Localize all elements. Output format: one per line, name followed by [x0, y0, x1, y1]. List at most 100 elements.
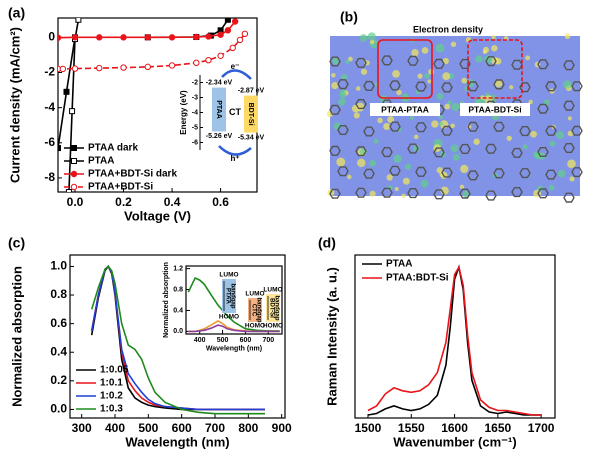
marker [59, 65, 67, 73]
panel-label: (d) [318, 235, 336, 251]
molecule-ring [433, 147, 445, 158]
legend-marker [71, 145, 77, 151]
marker [168, 34, 176, 41]
band-lumo: LUMO [245, 291, 264, 298]
density-spot [569, 176, 575, 182]
molecule-ring [355, 146, 367, 157]
density-spot [420, 179, 429, 188]
marker [193, 59, 200, 67]
density-caption: Electron density [413, 24, 483, 34]
density-spot [339, 89, 346, 96]
density-spot [435, 43, 445, 53]
band-name: PTAA [224, 288, 230, 305]
y-tick-label: 0.2 [50, 373, 67, 387]
marker [217, 31, 224, 38]
legend-label: 1:0.3 [100, 404, 123, 415]
density-spot [377, 117, 383, 124]
molecule-ring [389, 80, 401, 91]
legend-label: PTAA [88, 156, 114, 167]
density-spot [402, 177, 410, 185]
molecule-ring [537, 147, 549, 157]
molecule-ring [467, 170, 479, 181]
molecule-ring [337, 125, 349, 135]
density-spot [567, 159, 576, 169]
density-spot [427, 79, 432, 84]
density-spot [411, 49, 419, 57]
image-panel: (b) Electron density PTAA-PTAA PTAA-BDT-Si [326, 9, 583, 203]
density-spot [336, 157, 346, 167]
molecule-ring [381, 147, 393, 158]
marker [193, 33, 200, 41]
density-spot [424, 73, 430, 79]
molecule-ring [355, 57, 367, 68]
marker [217, 52, 224, 59]
molecule-ring [563, 192, 575, 203]
molecule-ring [485, 56, 497, 67]
marker [205, 33, 212, 40]
x-tick-label: 500 [217, 337, 229, 344]
density-spot [383, 122, 391, 131]
molecule-ring [329, 56, 341, 67]
molecule-ring [415, 122, 427, 133]
y-tick-label: -4 [44, 100, 55, 114]
density-spot [450, 123, 455, 129]
marker [120, 34, 127, 41]
density-spot [357, 158, 366, 168]
x-tick-label: 900 [272, 421, 292, 435]
density-spot [392, 70, 400, 78]
density-spot [421, 47, 429, 54]
level-name: BDT-Si [247, 103, 254, 126]
electron-arrow [221, 69, 252, 80]
molecule-ring [459, 143, 471, 154]
molecule-ring [511, 187, 523, 198]
band-box [248, 298, 262, 322]
molecule-ring [545, 81, 557, 92]
density-spot [401, 193, 406, 198]
molecule-ring [545, 125, 557, 136]
density-spot [360, 68, 368, 75]
band-gap: bandgap [273, 296, 279, 321]
x-tick-label: 0.6 [212, 195, 229, 209]
x-tick-label: 0.2 [115, 195, 132, 209]
molecule-ring [545, 169, 557, 180]
legend-marker [70, 170, 78, 178]
density-spot [491, 45, 498, 52]
x-tick-label: 1650 [485, 421, 512, 435]
homo-label: -5.26 eV [206, 133, 233, 140]
molecule-ring [329, 104, 341, 115]
x-tick-label: 400 [194, 337, 206, 344]
energy-axis-label: Energy (eV) [179, 90, 188, 135]
x-tick-label: 600 [240, 337, 252, 344]
x-tick-label: 1700 [528, 421, 555, 435]
legend-label: PTAA [386, 259, 412, 270]
molecule-ring [433, 58, 445, 69]
marker [168, 62, 176, 69]
molecule-ring [571, 167, 583, 178]
marker [65, 189, 72, 192]
lumo-label: -2.34 eV [206, 79, 233, 86]
marker [231, 18, 239, 25]
y-tick-label: 0.8 [50, 287, 67, 301]
legend-label: 1:0.2 [100, 391, 123, 402]
panel-label: (b) [340, 9, 358, 25]
plot-area [90, 264, 265, 415]
panel-label: (c) [8, 235, 25, 251]
plot-frame [185, 265, 283, 335]
y-axis-label: Normalized absorption [163, 262, 170, 338]
molecule-ring [563, 60, 575, 71]
x-tick-label: 700 [262, 337, 274, 344]
band-homo: HOMO [245, 323, 265, 330]
legend-label: PTAA+BDT-Si [88, 182, 153, 193]
series-line [90, 265, 265, 415]
density-spot [438, 121, 443, 126]
y-tick-label: 0.0 [50, 402, 67, 416]
energy-tick-label: -5 [192, 124, 198, 131]
molecule-ring [329, 188, 341, 199]
y-tick-label: 0.0 [173, 328, 183, 335]
density-spot [447, 100, 452, 105]
inset: 400 500 600 700 0.0 0.4 0.8 1.2 Wavelength (nm) N… [163, 262, 283, 352]
marker [63, 88, 70, 95]
panel-label: (a) [8, 5, 25, 21]
y-axis-label: Current density (mA/cm²) [7, 27, 22, 183]
density-spot [461, 77, 468, 84]
